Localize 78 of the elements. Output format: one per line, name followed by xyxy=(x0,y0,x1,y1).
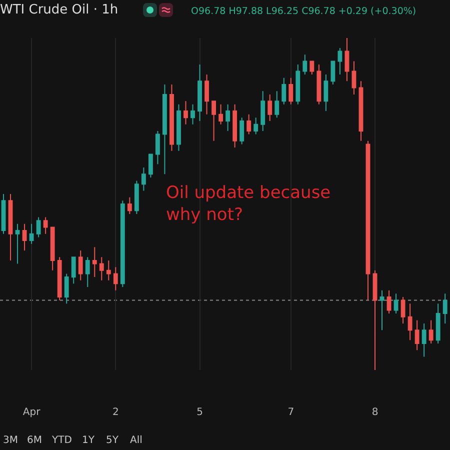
candlestick xyxy=(212,100,216,142)
candlestick xyxy=(310,60,314,76)
x-tick-label: 2 xyxy=(112,407,119,418)
text: 6M xyxy=(27,435,42,446)
candlestick xyxy=(1,194,6,234)
candlestick xyxy=(184,100,188,125)
text: O96.78 H97.88 L96.25 C96.78 +0.29 (+0.30%) xyxy=(191,6,416,17)
candlestick xyxy=(282,77,286,105)
x-tick-label: Apr xyxy=(22,407,42,418)
candlestick xyxy=(29,223,34,244)
candlestick xyxy=(414,320,420,351)
candlestick xyxy=(260,90,266,132)
text: All xyxy=(130,435,142,446)
candlestick xyxy=(352,60,356,95)
candlestick xyxy=(8,194,13,261)
text: 3M xyxy=(3,435,18,446)
candlestick xyxy=(120,200,125,288)
x-tick-label: 5 xyxy=(196,407,203,418)
candlestick xyxy=(22,223,27,251)
candlestick xyxy=(344,38,350,82)
candlestick xyxy=(254,117,258,135)
candlestick xyxy=(218,104,224,125)
candlestick xyxy=(380,290,384,331)
candlestick xyxy=(324,74,328,112)
candlestick xyxy=(78,250,83,281)
candlestick xyxy=(268,94,272,122)
candlestick xyxy=(400,296,406,324)
candlestick xyxy=(372,270,378,370)
candlestick xyxy=(226,104,230,132)
candlestick xyxy=(422,323,426,358)
candlestick xyxy=(366,140,370,301)
annotation: Oil update because why not? xyxy=(166,183,331,226)
candlestick xyxy=(113,266,118,291)
candlestick xyxy=(198,64,202,122)
candlestick xyxy=(155,130,160,165)
candlestick xyxy=(246,114,252,135)
chart-title: WTI Crude Oil · 1h xyxy=(0,2,118,18)
candlestick xyxy=(64,273,69,304)
text: YTD xyxy=(51,435,72,446)
candlestick xyxy=(99,256,104,281)
candlestick xyxy=(162,84,167,175)
candlestick xyxy=(127,196,132,214)
candlestick xyxy=(106,260,111,281)
candlestick xyxy=(15,223,20,264)
candlestick xyxy=(296,64,300,105)
candlestick xyxy=(204,74,209,115)
x-tick-label: 7 xyxy=(288,407,294,418)
candlestick xyxy=(85,256,90,288)
candlestick xyxy=(141,166,146,192)
candlestick xyxy=(50,226,55,271)
candlestick xyxy=(386,290,392,314)
candlestick xyxy=(57,256,62,301)
candlestick xyxy=(302,54,308,76)
candlestick xyxy=(43,216,48,234)
text: 5Y xyxy=(106,435,120,446)
x-tick-label: 8 xyxy=(372,407,378,418)
candlestick xyxy=(316,64,322,105)
text: 1Y xyxy=(82,435,96,446)
candlestick xyxy=(176,104,181,152)
candlestick xyxy=(148,154,153,178)
candlestick xyxy=(71,256,76,284)
candlestick xyxy=(442,293,448,324)
candlestick xyxy=(428,320,434,344)
candlestick xyxy=(358,80,364,142)
candlestick xyxy=(232,104,238,148)
candlestick xyxy=(240,117,244,145)
candlestick xyxy=(330,60,336,85)
candlestick xyxy=(134,180,139,214)
candlestick xyxy=(288,77,294,105)
candlestick xyxy=(274,90,280,118)
candlestick xyxy=(92,246,97,278)
candlestick xyxy=(190,104,195,125)
candlestick xyxy=(394,293,398,314)
candlestick xyxy=(170,84,174,152)
candlestick xyxy=(36,216,41,238)
candlestick xyxy=(436,303,440,344)
candlestick xyxy=(408,303,412,341)
candlestick xyxy=(338,47,342,76)
